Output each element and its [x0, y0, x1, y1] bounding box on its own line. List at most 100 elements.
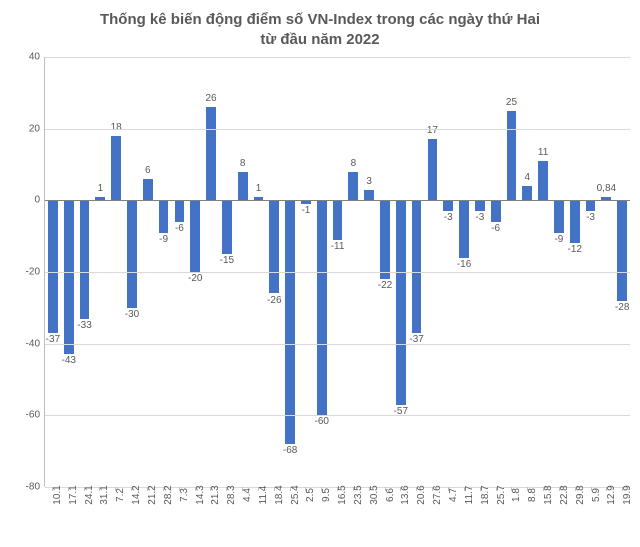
x-tick: 4.4 [234, 487, 250, 547]
x-tick: 14.2 [123, 487, 139, 547]
grid-line [45, 344, 630, 345]
bar-value-label: -68 [283, 445, 297, 456]
bar-value-label: 8 [351, 158, 357, 169]
x-tick: 24.1 [76, 487, 92, 547]
x-tick: 16.5 [329, 487, 345, 547]
x-tick: 4.7 [440, 487, 456, 547]
grid-line [45, 129, 630, 130]
bar [222, 200, 232, 254]
x-axis: 10.117.124.131.17.214.221.228.27.314.321… [44, 487, 630, 547]
x-tick: 15.8 [535, 487, 551, 547]
x-tick: 21.2 [139, 487, 155, 547]
bar-value-label: -33 [77, 320, 91, 331]
plot-wrap: 40200-20-40-60-80 -37-43-33118-306-9-6-2… [10, 57, 630, 487]
x-tick: 25.7 [488, 487, 504, 547]
y-tick-label: -40 [26, 338, 40, 349]
bar [269, 200, 279, 293]
bar [443, 200, 453, 211]
plot-area: -37-43-33118-306-9-6-2026-1581-26-68-1-6… [44, 57, 630, 487]
x-tick: 1.8 [503, 487, 519, 547]
x-tick: 31.1 [92, 487, 108, 547]
bar-value-label: -9 [159, 234, 168, 245]
bar [428, 139, 438, 200]
grid-line [45, 57, 630, 58]
bar-value-label: 11 [538, 147, 548, 158]
bar-value-label: 25 [506, 97, 517, 108]
bar-value-label: -6 [491, 223, 500, 234]
bar [475, 200, 485, 211]
bar-value-label: -3 [444, 212, 453, 223]
bar-value-label: 1 [98, 183, 104, 194]
bar-value-label: -12 [567, 244, 581, 255]
x-tick: 21.3 [202, 487, 218, 547]
x-tick: 27.6 [424, 487, 440, 547]
x-tick: 8.8 [519, 487, 535, 547]
bar-value-label: 3 [366, 176, 372, 187]
bar-value-label: -43 [61, 355, 75, 366]
x-tick: 11.7 [456, 487, 472, 547]
bar-value-label: -22 [378, 280, 392, 291]
x-tick: 12.9 [599, 487, 615, 547]
x-tick: 28.3 [218, 487, 234, 547]
bar [554, 200, 564, 232]
x-tick: 29.8 [567, 487, 583, 547]
bar [491, 200, 501, 222]
y-tick-label: 40 [29, 52, 40, 63]
bar [175, 200, 185, 222]
x-tick: 5.9 [583, 487, 599, 547]
zero-line [45, 200, 630, 201]
x-tick: 13.6 [393, 487, 409, 547]
x-tick: 14.3 [187, 487, 203, 547]
bar-value-label: -60 [314, 416, 328, 427]
bar-value-label: -30 [125, 309, 139, 320]
bar [412, 200, 422, 333]
bar [570, 200, 580, 243]
bar-value-label: 18 [111, 122, 122, 133]
bar [285, 200, 295, 444]
y-tick-label: -60 [26, 410, 40, 421]
bar-value-label: 1 [256, 183, 262, 194]
x-tick: 23.5 [345, 487, 361, 547]
bar-value-label: 26 [205, 93, 216, 104]
bar-value-label: -9 [554, 234, 563, 245]
bar [396, 200, 406, 404]
chart-title-line1: Thống kê biến động điểm số VN-Index tron… [100, 11, 540, 28]
y-tick-label: -80 [26, 482, 40, 493]
bar-value-label: -6 [175, 223, 184, 234]
bar-value-label: 0,84 [597, 183, 616, 194]
bar-value-label: 4 [525, 172, 531, 183]
bar-value-label: -26 [267, 295, 281, 306]
bar-value-label: 17 [427, 125, 438, 136]
x-tick: 2.5 [298, 487, 314, 547]
x-tick: 11.4 [250, 487, 266, 547]
bar-value-label: -3 [586, 212, 595, 223]
x-tick: 7.3 [171, 487, 187, 547]
bar [64, 200, 74, 354]
chart-title: Thống kê biến động điểm số VN-Index tron… [10, 10, 630, 49]
bar [111, 136, 121, 201]
x-tick: 18.4 [266, 487, 282, 547]
y-tick-label: 0 [34, 195, 40, 206]
bar-value-label: 6 [145, 165, 151, 176]
bar-value-label: -11 [331, 241, 345, 252]
y-axis: 40200-20-40-60-80 [10, 57, 44, 487]
bar [317, 200, 327, 415]
bar-value-label: -16 [457, 259, 471, 270]
bar [538, 161, 548, 200]
bar [159, 200, 169, 232]
x-tick: 28.2 [155, 487, 171, 547]
x-tick: 18.7 [472, 487, 488, 547]
x-tick: 17.1 [60, 487, 76, 547]
x-tick: 10.1 [44, 487, 60, 547]
chart-title-line2: từ đầu năm 2022 [260, 31, 379, 48]
x-tick: 19.9 [614, 487, 630, 547]
y-tick-label: 20 [29, 123, 40, 134]
bar [143, 179, 153, 201]
bar [586, 200, 596, 211]
bar-value-label: -3 [475, 212, 484, 223]
bar [522, 186, 532, 200]
bar [364, 190, 374, 201]
grid-line [45, 272, 630, 273]
bar-value-label: -28 [615, 302, 629, 313]
x-tick-label: 19.9 [622, 485, 633, 504]
